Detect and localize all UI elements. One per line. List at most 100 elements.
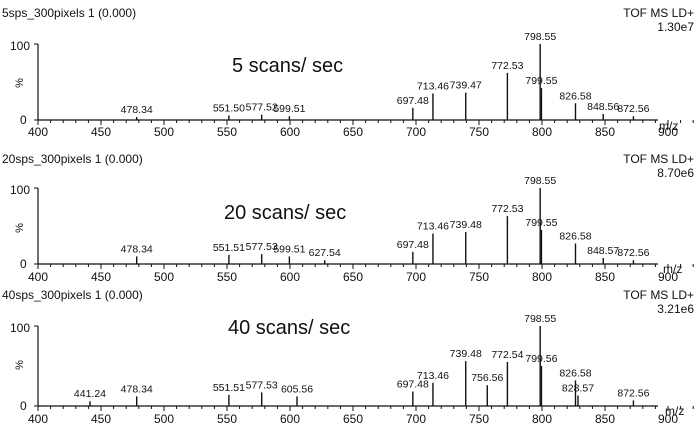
- axes: [34, 187, 694, 269]
- x-tick-label: 600: [280, 270, 300, 284]
- x-tick-label: 850: [595, 270, 615, 284]
- spectrum-peaks: [136, 188, 635, 264]
- x-tick-label: 900: [658, 412, 678, 426]
- peak-label: 478.34: [121, 383, 153, 395]
- y-tick-label-0: 0: [20, 113, 27, 127]
- base-peak-intensity: 8.70e6: [657, 166, 694, 180]
- base-peak-intensity: 3.21e6: [657, 302, 694, 316]
- x-tick-label: 750: [469, 270, 489, 284]
- x-tick-label: 600: [280, 125, 300, 139]
- peak-label: 772.54: [491, 349, 523, 361]
- x-tick-label: 400: [28, 412, 48, 426]
- peak-label: 798.55: [524, 31, 556, 43]
- y-axis-label: %: [14, 78, 26, 88]
- acquisition-mode: TOF MS LD+: [623, 288, 694, 302]
- spectrum-panel-40sps: 40sps_300pixels 1 (0.000) TOF MS LD+ 3.2…: [2, 288, 694, 426]
- peak-label: 826.58: [559, 90, 591, 102]
- x-tick-label: 700: [406, 412, 426, 426]
- y-tick-label-100: 100: [10, 183, 30, 197]
- peak-label: 799.56: [525, 353, 557, 365]
- peak-label: 697.48: [397, 95, 429, 107]
- peak-label: 798.55: [524, 313, 556, 325]
- peak-label: 826.58: [559, 367, 591, 379]
- peak-label: 577.52: [246, 102, 278, 114]
- peak-label: 627.54: [309, 247, 341, 259]
- x-tick-label: 750: [469, 125, 489, 139]
- peak-label: 828.57: [562, 383, 594, 395]
- x-tick-labels: 400 450 500 550 600 650 700 750 800 850 900: [28, 412, 678, 426]
- y-tick-label-0: 0: [20, 399, 27, 413]
- spectrum-panel-5sps: 5sps_300pixels 1 (0.000) TOF MS LD+ 1.30…: [2, 6, 694, 139]
- peak-label: 798.55: [524, 175, 556, 187]
- peak-label: 551.51: [213, 242, 245, 254]
- peak-label: 441.24: [74, 388, 106, 400]
- peak-label: 697.48: [397, 379, 429, 391]
- acquisition-mode: TOF MS LD+: [623, 152, 694, 166]
- peak-label: 713.46: [417, 221, 449, 233]
- peak-label: 605.56: [281, 383, 313, 395]
- x-tick-label: 900: [658, 125, 678, 139]
- panel-title: 20sps_300pixels 1 (0.000): [2, 152, 143, 166]
- peak-label: 577.53: [246, 241, 278, 253]
- x-tick-label: 600: [280, 412, 300, 426]
- x-tick-label: 450: [91, 270, 111, 284]
- peak-label: 739.48: [450, 348, 482, 360]
- peak-label: 799.55: [525, 217, 557, 229]
- peak-label: 599.51: [273, 103, 305, 115]
- x-tick-label: 500: [154, 125, 174, 139]
- spectrum-peaks: [89, 326, 635, 406]
- x-tick-label: 750: [469, 412, 489, 426]
- peak-label: 872.56: [617, 247, 649, 259]
- x-tick-label: 550: [217, 125, 237, 139]
- spectrum-peaks: [136, 44, 635, 120]
- x-axis-label: m/z: [665, 404, 684, 418]
- peak-label: 772.53: [491, 203, 523, 215]
- peak-label: 577.53: [246, 379, 278, 391]
- x-tick-label: 500: [154, 270, 174, 284]
- x-tick-label: 700: [406, 125, 426, 139]
- peak-label: 551.51: [213, 382, 245, 394]
- peak-label: 756.56: [471, 372, 503, 384]
- x-tick-label: 800: [532, 412, 552, 426]
- y-axis-label: %: [14, 360, 26, 370]
- x-tick-labels: 400 450 500 550 600 650 700 750 800 850 900: [28, 270, 678, 284]
- base-peak-intensity: 1.30e7: [657, 20, 694, 34]
- panel-title: 40sps_300pixels 1 (0.000): [2, 288, 143, 302]
- x-tick-label: 500: [154, 412, 174, 426]
- x-tick-label: 650: [343, 412, 363, 426]
- x-axis-label: m/z: [659, 119, 678, 133]
- peak-label: 551.50: [213, 102, 245, 114]
- y-tick-label-100: 100: [10, 39, 30, 53]
- x-tick-label: 650: [343, 270, 363, 284]
- x-tick-label: 900: [658, 270, 678, 284]
- peak-label: 848.56: [587, 101, 619, 113]
- x-tick-label: 400: [28, 125, 48, 139]
- x-tick-label: 550: [217, 270, 237, 284]
- peak-label: 599.51: [273, 243, 305, 255]
- acquisition-mode: TOF MS LD+: [623, 6, 694, 20]
- scan-rate-annotation: 40 scans/ sec: [228, 317, 350, 339]
- spectrum-panel-20sps: 20sps_300pixels 1 (0.000) TOF MS LD+ 8.7…: [2, 152, 694, 284]
- scan-rate-annotation: 5 scans/ sec: [232, 55, 343, 77]
- peak-label: 478.34: [121, 243, 153, 255]
- axes: [34, 43, 694, 125]
- x-tick-label: 800: [532, 270, 552, 284]
- peak-label: 772.53: [491, 60, 523, 72]
- x-tick-label: 650: [343, 125, 363, 139]
- peak-label: 799.55: [525, 75, 557, 87]
- peak-label: 848.57: [587, 245, 619, 257]
- y-axis-label: %: [14, 223, 26, 233]
- peak-label: 697.48: [397, 239, 429, 251]
- x-tick-label: 450: [91, 125, 111, 139]
- y-tick-label-100: 100: [10, 321, 30, 335]
- x-tick-labels: 400 450 500 550 600 650 700 750 800 850 900: [28, 125, 678, 139]
- peak-label: 739.47: [450, 80, 482, 92]
- peak-label: 826.58: [559, 230, 591, 242]
- x-tick-label: 850: [595, 412, 615, 426]
- peak-label: 478.34: [121, 104, 153, 116]
- x-tick-label: 700: [406, 270, 426, 284]
- x-tick-label: 450: [91, 412, 111, 426]
- peak-label: 713.46: [417, 370, 449, 382]
